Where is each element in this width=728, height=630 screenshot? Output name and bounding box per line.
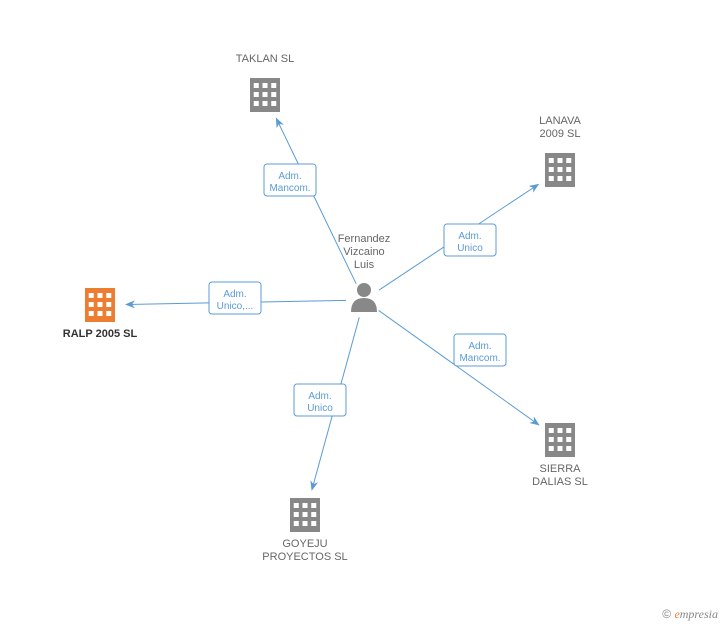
edge-lanava-seg2 [479,184,539,224]
svg-text:2009 SL: 2009 SL [540,128,581,140]
svg-text:Adm.: Adm. [308,391,331,402]
building-icon-ralp[interactable] [85,288,115,322]
building-icon-sierra[interactable] [545,423,575,457]
building-icon-lanava[interactable] [545,153,575,187]
svg-text:GOYEJU: GOYEJU [282,538,327,550]
svg-text:Adm.: Adm. [458,231,481,242]
svg-text:Adm.: Adm. [223,289,246,300]
edge-ralp-seg2 [126,303,209,305]
svg-text:DALIAS SL: DALIAS SL [532,476,588,488]
edge-label-taklan[interactable]: Adm.Mancom. [264,164,316,196]
svg-text:LANAVA: LANAVA [539,115,581,127]
svg-text:Vizcaino: Vizcaino [343,246,384,258]
edge-label-sierra[interactable]: Adm.Mancom. [454,334,506,366]
node-label-goyeju: GOYEJUPROYECTOS SL [262,538,347,563]
svg-text:RALP 2005 SL: RALP 2005 SL [63,328,138,340]
svg-text:Mancom.: Mancom. [269,183,310,194]
network-diagram: FernandezVizcainoLuis TAKLAN SL LANAVA2009… [0,0,728,630]
node-label-lanava: LANAVA2009 SL [539,115,581,140]
edge-ralp-seg1 [261,300,346,302]
building-icon-goyeju[interactable] [290,498,320,532]
svg-text:Adm.: Adm. [278,171,301,182]
edge-lanava-seg1 [379,247,444,290]
building-icon-taklan[interactable] [250,78,280,112]
edge-taklan-seg2 [276,118,298,164]
node-label-sierra: SIERRADALIAS SL [532,463,588,488]
edge-label-lanava[interactable]: Adm.Unico [444,224,496,256]
edge-label-goyeju[interactable]: Adm.Unico [294,384,346,416]
svg-text:SIERRA: SIERRA [540,463,582,475]
edge-goyeju-seg2 [312,416,332,490]
copyright-symbol: © [662,607,671,621]
edge-sierra-seg2 [456,366,538,425]
svg-text:TAKLAN SL: TAKLAN SL [236,53,295,65]
svg-text:Unico: Unico [457,243,483,254]
svg-text:Luis: Luis [354,259,375,271]
svg-text:PROYECTOS SL: PROYECTOS SL [262,551,347,563]
edge-label-ralp[interactable]: Adm.Unico,... [209,282,261,314]
svg-text:Adm.: Adm. [468,341,491,352]
brand-rest: mpresia [680,607,718,621]
copyright: © empresia [662,607,718,622]
center-person-icon[interactable] [351,283,377,312]
svg-text:Unico,...: Unico,... [217,301,254,312]
node-label-ralp: RALP 2005 SL [63,328,138,340]
svg-text:Mancom.: Mancom. [459,353,500,364]
edge-sierra-seg1 [379,310,454,364]
center-label: FernandezVizcainoLuis [338,233,391,271]
node-label-taklan: TAKLAN SL [236,53,295,65]
svg-text:Fernandez: Fernandez [338,233,391,245]
edge-goyeju-seg1 [341,317,359,384]
svg-text:Unico: Unico [307,403,333,414]
